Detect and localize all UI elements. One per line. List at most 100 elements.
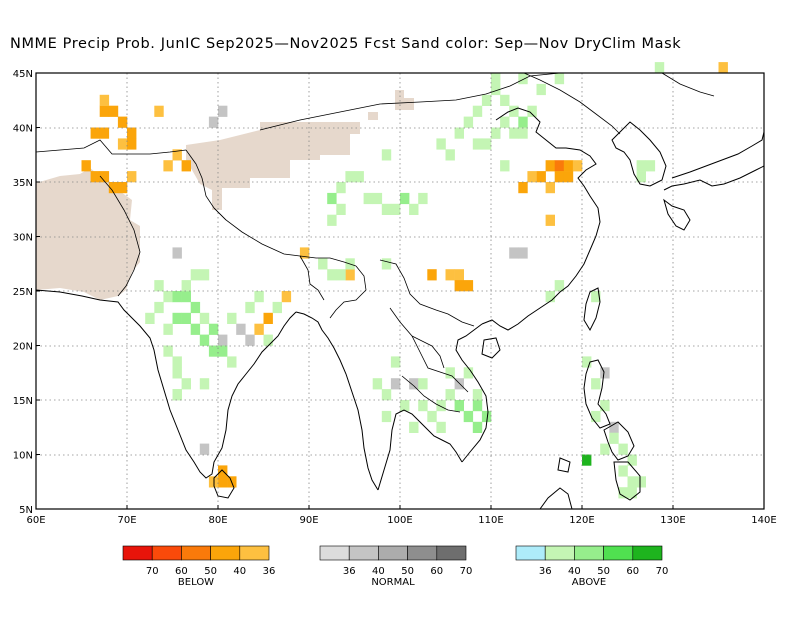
probability-cell [163,291,173,303]
probability-cell [117,116,128,128]
probability-cell [218,476,228,488]
probability-cell [218,345,228,357]
probability-cell [536,83,546,96]
probability-cell [336,269,346,281]
probability-cell [554,280,565,292]
probability-cell [172,149,182,161]
probability-cell [345,171,355,183]
lat-tick-label: 20N [13,342,33,353]
probability-cell [527,105,537,117]
lat-tick-label: 10N [13,451,33,462]
probability-cell [481,94,492,106]
legend-swatch [348,545,379,561]
legend-value-label: 60 [626,566,639,577]
probability-cell [636,171,646,183]
lat-tick-label: 5N [19,505,33,516]
probability-cell [636,476,646,488]
probability-cell [208,345,219,357]
probability-cell [627,487,637,499]
probability-cell [90,171,100,183]
legend-value-label: 36 [343,566,356,577]
probability-cell [90,127,100,139]
probability-cell [472,400,483,412]
probability-cell [154,280,164,292]
probability-cell [436,138,446,150]
legend-swatch [407,545,438,561]
legend-swatch [210,545,241,561]
probability-cell [563,171,574,183]
probability-cell [263,312,273,324]
probability-cell [463,410,474,423]
probability-cell [418,192,428,205]
probability-cell [454,280,464,292]
probability-cell [336,203,346,215]
legend-swatch [515,545,546,561]
probability-cell [145,312,155,324]
probability-cell [172,247,182,259]
probability-cell [190,301,201,314]
probability-cell [190,269,201,281]
probability-cell [127,171,137,183]
probability-cell [409,421,419,433]
probability-cell [418,378,428,390]
legend-value-label: 70 [656,566,669,577]
lon-tick-label: 110E [478,515,503,526]
legend: 70 60 50 40 36 BELOW 36 40 50 60 70 NORMAL 36 40 50 60 7… [122,545,669,588]
probability-cell [181,280,191,292]
probability-cell [327,269,337,281]
probability-cell [227,356,237,368]
probability-cell [454,127,464,139]
probability-cell [618,487,628,499]
legend-swatch [574,545,604,561]
probability-cell [463,367,474,379]
probability-cell [572,160,583,172]
probability-cell [554,73,565,85]
legend-value-label: 40 [568,566,581,577]
legend-swatch [436,545,467,561]
probability-cell [445,269,455,281]
map-title: NMME Precip Prob. JunIC Sep2025—Nov2025 … [10,36,682,52]
coastlines [35,107,765,510]
probability-cell [472,105,483,117]
legend-caption: ABOVE [572,577,606,588]
probability-cell [427,269,437,281]
legend-value-label: 40 [233,566,246,577]
probability-cell [545,214,555,226]
latitude-axis: 5N 10N 15N 20N 25N 30N 35N 40N 45N [13,69,40,516]
lon-tick-label: 120E [569,515,594,526]
legend-swatch [319,545,350,561]
lat-tick-label: 35N [13,178,33,189]
probability-cell [327,192,337,205]
probability-cell [600,367,610,379]
probability-cell [372,378,383,390]
legend-swatch [239,545,270,561]
probability-cell [218,105,228,117]
probability-cell [591,291,601,303]
probability-cell [582,454,592,466]
probability-cell [481,410,492,423]
probability-cell [354,171,364,183]
probability-cell [491,127,501,139]
probability-cell [117,182,128,194]
probability-cell [381,410,392,423]
probability-cell [299,247,310,259]
probability-cell [600,443,610,455]
legend-swatch [378,545,408,561]
probability-cell [500,94,510,106]
legend-caption: BELOW [178,577,214,588]
probability-cell [381,389,392,401]
probability-cell [500,160,510,172]
probability-cell [518,127,528,139]
probability-cell [327,214,337,226]
probability-cell [472,389,483,401]
probability-cell [418,400,428,412]
probability-cell [627,476,637,488]
lon-tick-label: 90E [299,515,318,526]
lat-tick-label: 45N [13,69,33,80]
probability-cell [181,291,191,303]
legend-value-label: 50 [401,566,414,577]
probability-cell [409,378,419,390]
probability-cell [481,138,492,150]
legend-swatch [632,545,663,561]
